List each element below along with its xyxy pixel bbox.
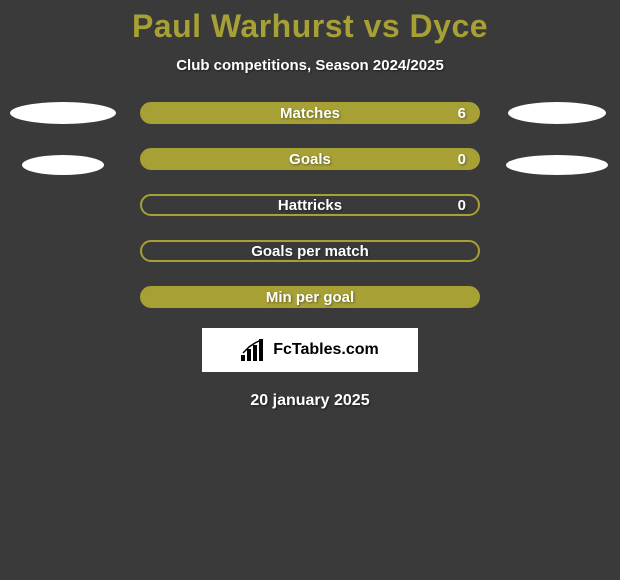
stat-bar-label: Hattricks [278,197,342,214]
stat-bars: Matches 6 Goals 0 Hattricks 0 Goals per match M… [140,102,480,308]
logo-text: FcTables.com [273,341,379,359]
stat-bar-value: 0 [458,197,466,214]
stat-bar: Goals 0 [140,148,480,170]
stat-bar-label: Min per goal [266,289,354,306]
left-ellipse-column [8,102,118,175]
comparison-card: Paul Warhurst vs Dyce Club competitions,… [0,0,620,410]
page-title: Paul Warhurst vs Dyce [132,8,488,45]
stat-bar-label: Goals [289,151,331,168]
stat-bar-label: Goals per match [251,243,369,260]
value-ellipse [508,102,606,124]
subtitle: Club competitions, Season 2024/2025 [176,57,444,74]
stats-area: Matches 6 Goals 0 Hattricks 0 Goals per match M… [0,102,620,308]
stat-bar-value: 0 [458,151,466,168]
value-ellipse [506,155,608,175]
stat-bar: Hattricks 0 [140,194,480,216]
stat-bar-label: Matches [280,105,340,122]
stat-bar: Min per goal [140,286,480,308]
fctables-icon [241,339,267,361]
value-ellipse [22,155,104,175]
stat-bar-value: 6 [458,105,466,122]
right-ellipse-column [502,102,612,175]
date-text: 20 january 2025 [250,392,369,410]
stat-bar: Matches 6 [140,102,480,124]
logo-box: FcTables.com [202,328,418,372]
stat-bar: Goals per match [140,240,480,262]
value-ellipse [10,102,116,124]
